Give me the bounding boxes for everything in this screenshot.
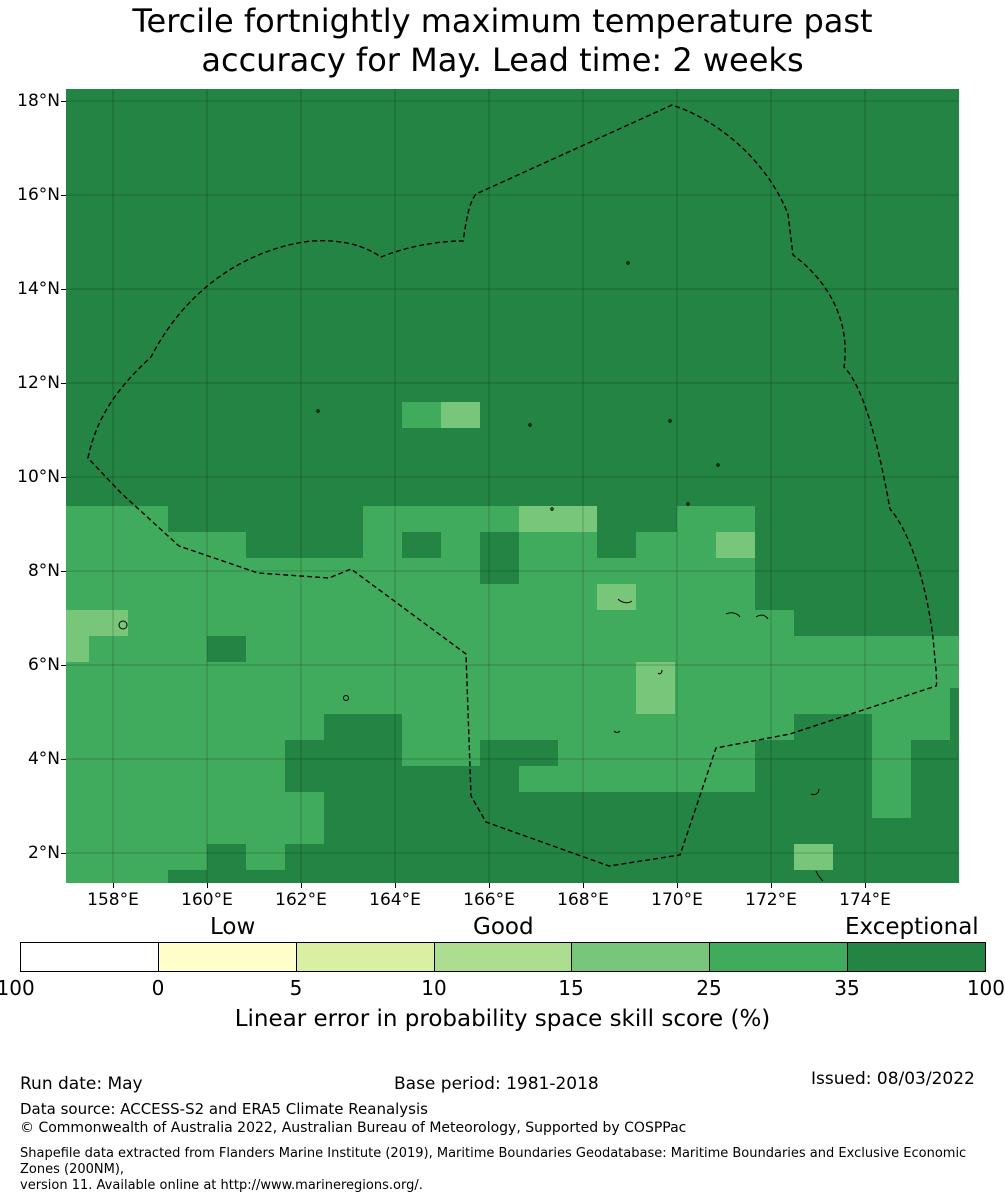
- base-period: Base period: 1981-2018: [394, 1074, 599, 1094]
- lat-tick: 12°N: [0, 373, 66, 393]
- lon-tick: 168°E: [543, 883, 623, 910]
- colorbar-category-low: Low: [210, 914, 256, 940]
- run-date: Run date: May: [20, 1074, 143, 1094]
- colorbar-tick: 5: [289, 976, 303, 1000]
- map-gridlines: [66, 89, 959, 883]
- lon-tick: 172°E: [731, 883, 811, 910]
- colorbar-swatch: [296, 943, 435, 971]
- lat-tick: 2°N: [0, 843, 66, 863]
- lat-tick: 8°N: [0, 561, 66, 581]
- colorbar-label: Linear error in probability space skill …: [234, 1006, 771, 1032]
- colorbar: [20, 942, 986, 972]
- map-title-line-2: accuracy for May. Lead time: 2 weeks: [201, 41, 804, 79]
- colorbar-tick: 35: [834, 976, 860, 1000]
- data-source: Data source: ACCESS-S2 and ERA5 Climate …: [20, 1100, 428, 1118]
- shapefile-credit-line-2: version 11. Available online at http://w…: [20, 1178, 423, 1193]
- shapefile-credit: Shapefile data extracted from Flanders M…: [20, 1146, 1000, 1194]
- map-title: Tercile fortnightly maximum temperature …: [0, 2, 1005, 80]
- colorbar-tick: -100: [0, 976, 35, 1000]
- lat-tick: 18°N: [0, 91, 66, 111]
- skill-map-svg: [66, 89, 959, 883]
- colorbar-category-good: Good: [473, 914, 534, 940]
- colorbar-swatch: [158, 943, 297, 971]
- lon-tick: 158°E: [73, 883, 153, 910]
- lon-tick: 160°E: [167, 883, 247, 910]
- lon-tick: 174°E: [825, 883, 905, 910]
- colorbar-tick: 0: [151, 976, 165, 1000]
- lat-tick: 14°N: [0, 279, 66, 299]
- issued-date: Issued: 08/03/2022: [811, 1069, 975, 1089]
- colorbar-swatch: [848, 943, 986, 971]
- lon-tick: 166°E: [449, 883, 529, 910]
- lat-tick: 16°N: [0, 185, 66, 205]
- colorbar-tick: 25: [696, 976, 722, 1000]
- colorbar-swatch: [710, 943, 849, 971]
- colorbar-category-exceptional: Exceptional: [845, 914, 979, 940]
- skill-map: [66, 89, 959, 883]
- eez-boundary: [87, 104, 938, 867]
- colorbar-tick: 10: [421, 976, 447, 1000]
- lat-tick: 10°N: [0, 467, 66, 487]
- lat-tick: 4°N: [0, 749, 66, 769]
- lon-tick: 162°E: [261, 883, 341, 910]
- colorbar-swatch: [434, 943, 573, 971]
- lon-tick: 170°E: [637, 883, 717, 910]
- skill-cells-good: [66, 506, 959, 883]
- lon-tick: 164°E: [355, 883, 435, 910]
- map-title-line-1: Tercile fortnightly maximum temperature …: [132, 2, 873, 40]
- colorbar-tick: 15: [558, 976, 584, 1000]
- copyright-notice: © Commonwealth of Australia 2022, Austra…: [20, 1120, 687, 1136]
- shapefile-credit-line-1: Shapefile data extracted from Flanders M…: [20, 1146, 967, 1177]
- colorbar-swatch: [21, 943, 159, 971]
- colorbar-tick: 100: [966, 976, 1005, 1000]
- lat-tick: 6°N: [0, 655, 66, 675]
- colorbar-swatch: [572, 943, 711, 971]
- skill-cells-exceptional-patches: [207, 532, 636, 792]
- skill-cells-moderate: [66, 402, 833, 870]
- island-outlines: [118, 261, 824, 882]
